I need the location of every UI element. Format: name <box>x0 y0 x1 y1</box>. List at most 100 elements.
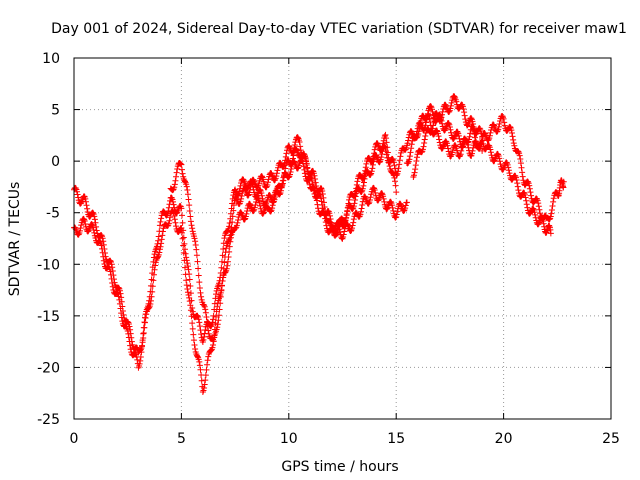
data-point <box>505 164 512 171</box>
data-point <box>479 133 486 140</box>
data-point <box>478 130 485 137</box>
data-point <box>183 257 190 264</box>
data-point <box>100 253 107 260</box>
data-point <box>366 197 373 204</box>
data-point <box>118 310 125 317</box>
data-point <box>368 191 375 198</box>
data-point <box>222 268 229 275</box>
data-point <box>286 171 293 178</box>
data-point <box>92 235 99 242</box>
data-point <box>430 122 437 129</box>
data-point <box>172 177 179 184</box>
data-point <box>487 146 494 153</box>
data-point <box>218 258 225 265</box>
data-point <box>223 265 230 272</box>
data-point <box>207 347 214 354</box>
data-point <box>477 127 484 134</box>
data-point <box>109 283 116 290</box>
data-point <box>185 266 192 273</box>
data-point <box>378 190 385 197</box>
data-point <box>227 238 234 245</box>
data-point <box>226 248 233 255</box>
data-point <box>271 192 278 199</box>
data-point <box>202 309 209 316</box>
data-point <box>451 93 458 100</box>
data-point <box>221 235 228 242</box>
y-tick-label: -10 <box>37 257 60 273</box>
data-point <box>311 172 318 179</box>
data-point <box>341 228 348 235</box>
data-point <box>400 207 407 214</box>
data-point <box>252 201 259 208</box>
data-point <box>383 139 390 146</box>
data-point <box>300 163 307 170</box>
data-point <box>523 197 530 204</box>
data-point <box>75 194 82 201</box>
data-point <box>142 314 149 321</box>
data-point <box>211 334 218 341</box>
data-point <box>397 153 404 160</box>
data-point <box>301 166 308 173</box>
data-point <box>116 300 123 307</box>
data-point <box>439 120 446 127</box>
data-point <box>517 160 524 167</box>
data-point <box>248 178 255 185</box>
data-point <box>195 356 202 363</box>
data-point <box>446 124 453 131</box>
data-point <box>439 111 446 118</box>
data-point <box>437 117 444 124</box>
data-point <box>427 103 434 110</box>
data-point <box>515 148 522 155</box>
data-point <box>124 328 131 335</box>
data-point <box>240 176 247 183</box>
data-point <box>371 185 378 192</box>
data-point <box>181 178 188 185</box>
y-tick-label: -5 <box>46 206 60 222</box>
data-point <box>349 225 356 232</box>
data-point <box>226 223 233 230</box>
data-point <box>210 312 217 319</box>
data-point <box>389 204 396 211</box>
data-point <box>519 169 526 176</box>
data-point <box>417 118 424 125</box>
data-point <box>457 151 464 158</box>
data-point <box>519 173 526 180</box>
data-point <box>397 149 404 156</box>
data-point <box>136 360 143 367</box>
data-point <box>264 179 271 186</box>
data-point <box>82 220 89 227</box>
data-point <box>198 331 205 338</box>
data-point <box>123 324 130 331</box>
data-point <box>226 220 233 227</box>
series-track-5 <box>410 93 554 237</box>
data-point <box>265 176 272 183</box>
data-point <box>227 215 234 222</box>
data-point <box>510 136 517 143</box>
data-point <box>383 151 390 158</box>
data-point <box>205 327 212 334</box>
data-point <box>250 183 256 190</box>
data-point <box>200 336 207 343</box>
data-point <box>473 139 480 146</box>
data-point <box>470 123 477 130</box>
data-point <box>496 158 503 165</box>
data-point <box>109 279 116 286</box>
data-point <box>178 212 185 219</box>
data-point <box>220 240 227 247</box>
data-point <box>85 228 92 235</box>
data-point <box>166 217 173 224</box>
data-point <box>233 222 240 229</box>
series-track-3 <box>167 156 410 345</box>
data-point <box>250 207 257 214</box>
data-point <box>536 206 543 213</box>
data-point <box>368 168 375 175</box>
data-point <box>273 173 280 180</box>
data-point <box>402 205 409 212</box>
data-point <box>137 353 144 360</box>
data-point <box>108 275 115 282</box>
data-point <box>285 174 292 181</box>
data-point <box>178 205 185 212</box>
data-point <box>296 138 303 145</box>
data-point <box>283 150 290 157</box>
data-point <box>258 173 265 180</box>
